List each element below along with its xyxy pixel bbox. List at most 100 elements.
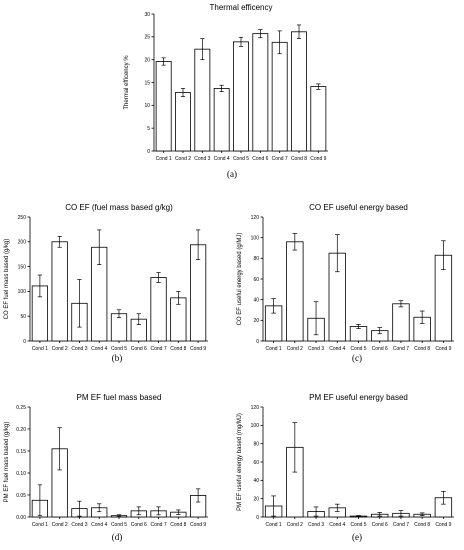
category-label: Cond 1 bbox=[32, 346, 48, 352]
chart-panel-b: CO EF (fuel mass based g/kg) 0 50 100 150 200… bbox=[4, 203, 208, 363]
y-tick-label: 10 bbox=[144, 103, 150, 109]
panel-label: (a) bbox=[227, 169, 237, 179]
category-label: Cond 3 bbox=[308, 522, 324, 528]
category-label: Cond 2 bbox=[175, 156, 191, 162]
chart-title: CO EF (fuel mass based g/kg) bbox=[65, 203, 173, 212]
chart-panel-d: PM EF fuel mass based 0.00 0.05 0.10 0.15 0.2… bbox=[4, 393, 208, 542]
category-label: Cond 2 bbox=[287, 346, 303, 352]
y-tick-label: 0.05 bbox=[16, 493, 26, 499]
category-label: Cond 6 bbox=[372, 346, 388, 352]
chart-title: Thermal efficency bbox=[210, 3, 273, 12]
y-tick-label: 0.00 bbox=[16, 515, 26, 521]
category-label: Cond 9 bbox=[190, 522, 206, 528]
bar-cond-2 bbox=[51, 241, 68, 342]
category-label: Cond 5 bbox=[350, 522, 366, 528]
category-label: Cond 9 bbox=[435, 346, 451, 352]
y-tick-label: 200 bbox=[18, 240, 27, 246]
category-label: Cond 7 bbox=[393, 346, 409, 352]
bar-cond-1 bbox=[155, 61, 172, 152]
bar-cond-2 bbox=[286, 241, 304, 342]
y-tick-label: 5 bbox=[147, 126, 150, 132]
category-label: Cond 8 bbox=[414, 346, 430, 352]
category-label: Cond 3 bbox=[71, 522, 87, 528]
y-tick-label: 100 bbox=[18, 289, 27, 295]
bar-cond-4 bbox=[213, 88, 230, 152]
bar-cond-2 bbox=[175, 92, 191, 152]
bar-cond-7 bbox=[392, 303, 410, 342]
category-label: Cond 9 bbox=[435, 522, 451, 528]
category-label: Cond 5 bbox=[350, 346, 366, 352]
chart-panel-a: Thermal efficency 0 5 10 15 20 25 30 Thermal eff… bbox=[124, 3, 328, 179]
chart-title: PM EF fuel mass based bbox=[77, 393, 162, 402]
y-tick-label: 120 bbox=[251, 215, 260, 221]
y-tick-label: 0.15 bbox=[16, 449, 26, 455]
category-label: Cond 7 bbox=[393, 522, 409, 528]
chart-panel-c: CO EF useful energy based 0 20 40 60 80 100 120… bbox=[237, 203, 454, 363]
category-label: Cond 7 bbox=[272, 156, 288, 162]
category-label: Cond 4 bbox=[91, 346, 107, 352]
bar-cond-6 bbox=[252, 33, 269, 152]
y-tick-label: 250 bbox=[18, 215, 27, 221]
category-label: Cond 4 bbox=[329, 346, 345, 352]
y-tick-label: 40 bbox=[253, 297, 259, 303]
category-label: Cond 7 bbox=[150, 522, 166, 528]
category-label: Cond 6 bbox=[131, 522, 147, 528]
y-tick-label: 30 bbox=[144, 12, 150, 18]
category-label: Cond 6 bbox=[252, 156, 268, 162]
chart-panel-e: PM EF useful energy based 0 20 40 60 80 100 120… bbox=[237, 393, 454, 542]
category-label: Cond 1 bbox=[32, 522, 48, 528]
y-axis-label: CO EF useful energy based (g/MJ) bbox=[237, 233, 243, 326]
y-axis-label: CO EF fuel mass based (g/kg) bbox=[4, 239, 10, 320]
y-tick-label: 0.20 bbox=[16, 427, 26, 433]
bar-cond-7 bbox=[271, 41, 288, 152]
y-tick-label: 0.25 bbox=[16, 405, 26, 411]
category-label: Cond 8 bbox=[414, 522, 430, 528]
category-label: Cond 3 bbox=[71, 346, 87, 352]
y-tick-label: 0 bbox=[256, 339, 259, 345]
y-tick-label: 0 bbox=[147, 149, 150, 155]
y-tick-label: 100 bbox=[251, 423, 260, 429]
y-tick-label: 0 bbox=[256, 515, 259, 521]
y-tick-label: 50 bbox=[20, 314, 26, 320]
category-label: Cond 9 bbox=[310, 156, 326, 162]
y-tick-label: 80 bbox=[253, 256, 259, 262]
y-tick-label: 150 bbox=[18, 264, 27, 270]
bar-cond-8 bbox=[291, 31, 307, 152]
y-tick-label: 0 bbox=[23, 339, 26, 345]
category-label: Cond 1 bbox=[156, 156, 172, 162]
category-label: Cond 2 bbox=[287, 522, 303, 528]
category-label: Cond 5 bbox=[111, 346, 127, 352]
category-label: Cond 8 bbox=[291, 156, 307, 162]
y-tick-label: 100 bbox=[251, 235, 260, 241]
y-axis-label: PM EF useful energy based (mg/MJ) bbox=[237, 413, 243, 511]
panel-label: (e) bbox=[352, 532, 362, 542]
category-label: Cond 1 bbox=[266, 522, 282, 528]
category-label: Cond 1 bbox=[266, 346, 282, 352]
chart-title: PM EF useful energy based bbox=[309, 393, 408, 402]
category-label: Cond 2 bbox=[52, 346, 68, 352]
panel-label: (b) bbox=[112, 353, 123, 363]
y-tick-label: 25 bbox=[144, 35, 150, 41]
panel-label: (c) bbox=[352, 353, 362, 363]
y-tick-label: 0.10 bbox=[16, 471, 26, 477]
category-label: Cond 4 bbox=[91, 522, 107, 528]
category-label: Cond 8 bbox=[170, 346, 186, 352]
chart-title: CO EF useful energy based bbox=[309, 203, 408, 212]
y-tick-label: 15 bbox=[144, 80, 150, 86]
category-label: Cond 4 bbox=[214, 156, 230, 162]
y-axis-label: PM EF fuel mass based (g/kg) bbox=[4, 422, 10, 503]
category-label: Cond 3 bbox=[194, 156, 210, 162]
category-label: Cond 2 bbox=[52, 522, 68, 528]
bar-cond-3 bbox=[194, 48, 211, 152]
y-tick-label: 120 bbox=[251, 405, 260, 411]
category-label: Cond 6 bbox=[131, 346, 147, 352]
y-tick-label: 40 bbox=[253, 478, 259, 484]
bar-cond-5 bbox=[233, 41, 249, 152]
category-label: Cond 7 bbox=[150, 346, 166, 352]
y-tick-label: 20 bbox=[253, 496, 259, 502]
category-label: Cond 5 bbox=[111, 522, 127, 528]
panel-label: (d) bbox=[112, 532, 123, 542]
bar-cond-9 bbox=[310, 86, 327, 152]
bar-cond-7 bbox=[150, 277, 167, 342]
